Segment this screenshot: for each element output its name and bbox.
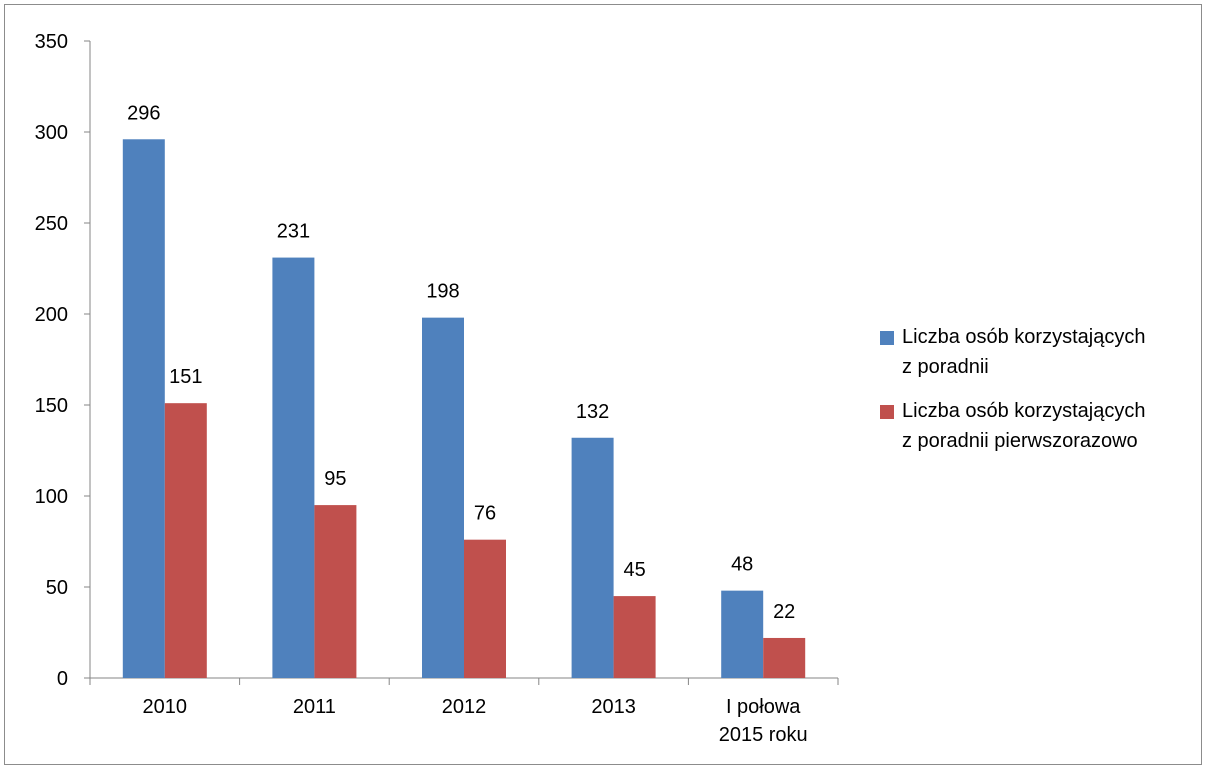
data-label-series-2: 151: [169, 366, 202, 388]
data-label-series-1: 231: [277, 221, 310, 243]
bars: [122, 139, 806, 678]
data-labels: 296 151 231 95 198 76 132 45 48 22: [127, 102, 795, 623]
bar-series-1: [272, 257, 315, 678]
data-label-series-1: 132: [576, 401, 609, 423]
x-tick-label: 2011: [293, 696, 336, 718]
bar-series-2: [314, 505, 357, 678]
y-tick-label: 100: [35, 486, 68, 508]
x-axis: 2010 2011 2012 2013 I połowa 2015 roku: [89, 677, 839, 746]
x-tick-label: 2012: [442, 696, 487, 718]
y-tick-label: 50: [46, 577, 68, 599]
bar-series-2: [464, 539, 506, 678]
y-tick-label: 150: [35, 395, 68, 417]
x-tick-label: 2010: [143, 696, 188, 718]
x-tick-label: I połowa 2015 roku: [719, 696, 808, 746]
legend-label-series-2-line2: z poradnii pierwszorazowo: [902, 430, 1138, 452]
data-label-series-1: 296: [127, 102, 160, 124]
y-axis: 0 50 100 150 200 250 300 350: [35, 31, 91, 690]
legend-swatch-series-2: [880, 405, 894, 419]
y-tick-label: 250: [35, 213, 68, 235]
bar-series-1: [422, 317, 464, 678]
legend-item-series-2: Liczba osób korzystających z poradnii pi…: [880, 396, 1200, 456]
legend-swatch-series-1: [880, 331, 894, 345]
x-tick-label: 2013: [591, 696, 636, 718]
legend-label-series-1-line1: Liczba osób korzystających: [902, 326, 1146, 348]
y-tick-label: 300: [35, 122, 68, 144]
bar-series-2: [763, 637, 806, 678]
y-tick-label: 200: [35, 304, 68, 326]
data-label-series-2: 76: [474, 503, 496, 525]
data-label-series-2: 22: [773, 601, 795, 623]
bar-series-1: [721, 590, 764, 678]
data-label-series-2: 95: [324, 468, 346, 490]
data-label-series-2: 45: [623, 559, 645, 581]
data-label-series-1: 198: [426, 281, 459, 303]
bar-series-2: [613, 596, 656, 678]
bar-series-2: [164, 403, 207, 678]
legend: Liczba osób korzystających z poradnii Li…: [880, 322, 1200, 470]
legend-item-series-1: Liczba osób korzystających z poradnii: [880, 322, 1200, 382]
legend-label-series-2-line1: Liczba osób korzystających: [902, 400, 1146, 422]
bar-series-1: [571, 437, 614, 678]
legend-label-series-1-line2: z poradnii: [902, 356, 989, 378]
y-tick-label: 350: [35, 31, 68, 53]
data-label-series-1: 48: [731, 554, 753, 576]
bar-series-1: [122, 139, 165, 678]
y-tick-label: 0: [57, 668, 68, 690]
